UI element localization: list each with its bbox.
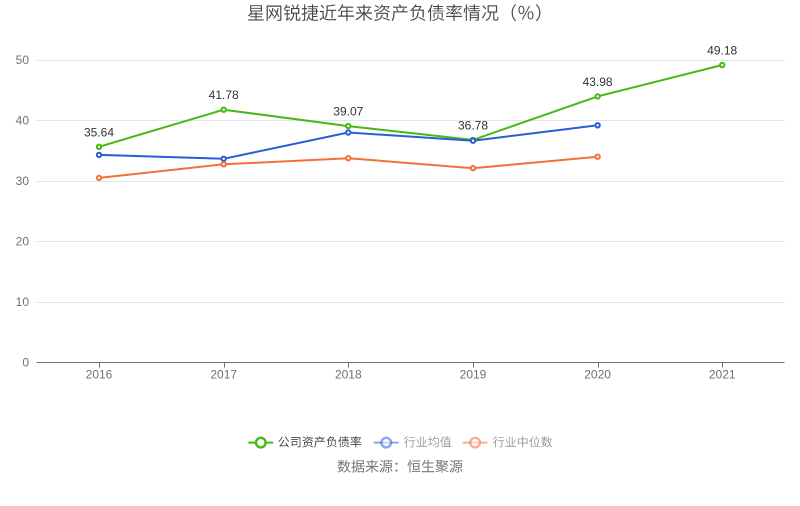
svg-text:2017: 2017 [210, 368, 237, 382]
svg-text:2020: 2020 [584, 368, 611, 382]
svg-text:0: 0 [22, 355, 29, 369]
svg-text:43.98: 43.98 [583, 75, 613, 89]
svg-text:50: 50 [16, 53, 30, 67]
svg-text:2019: 2019 [460, 368, 487, 382]
svg-text:49.18: 49.18 [707, 44, 737, 58]
svg-text:2016: 2016 [86, 368, 113, 382]
svg-text:35.64: 35.64 [84, 125, 114, 139]
svg-text:20: 20 [16, 235, 30, 249]
svg-text:39.07: 39.07 [333, 105, 363, 119]
svg-text:40: 40 [16, 114, 30, 128]
svg-text:10: 10 [16, 295, 30, 309]
svg-text:2021: 2021 [709, 368, 736, 382]
svg-text:36.78: 36.78 [458, 118, 488, 132]
svg-text:2018: 2018 [335, 368, 362, 382]
svg-text:30: 30 [16, 174, 30, 188]
svg-text:41.78: 41.78 [209, 88, 239, 102]
